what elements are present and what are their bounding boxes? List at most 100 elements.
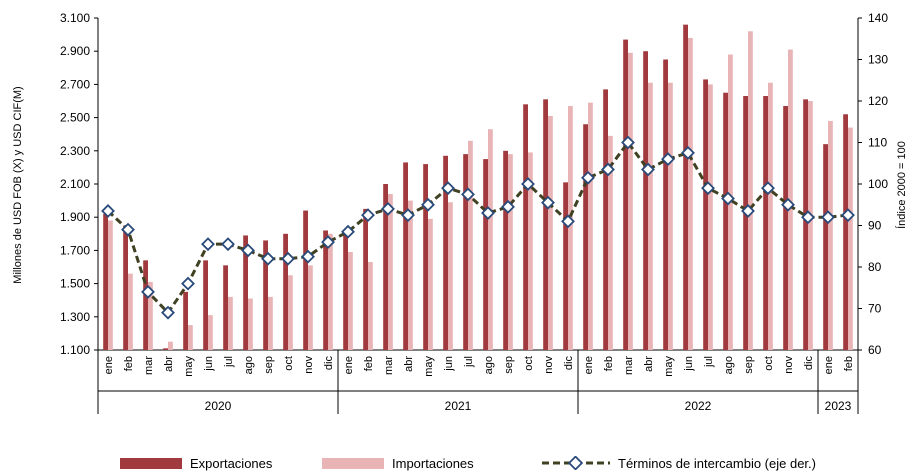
point-terminos-intercambio	[581, 170, 595, 185]
x-tick-label: sep	[503, 356, 515, 374]
point-terminos-intercambio	[521, 177, 535, 191]
bar-exportaciones	[563, 182, 568, 350]
point-terminos-intercambio	[741, 204, 755, 218]
bar-importaciones	[468, 140, 473, 350]
point-terminos-intercambio	[681, 145, 695, 160]
bar-exportaciones	[163, 348, 168, 350]
point-terminos-intercambio	[341, 224, 355, 239]
y-tick-label-left: 2.300	[60, 144, 90, 158]
point-terminos-intercambio	[761, 181, 775, 196]
bar-importaciones	[608, 135, 613, 350]
bar-importaciones	[568, 105, 573, 350]
point-terminos-intercambio	[421, 197, 435, 212]
bar-importaciones	[708, 84, 713, 351]
bar-exportaciones	[583, 124, 588, 351]
bar-exportaciones	[303, 210, 308, 350]
y-tick-label-left: 1.900	[60, 210, 90, 224]
bar-exportaciones	[723, 92, 728, 350]
bar-importaciones	[448, 202, 453, 350]
x-tick-label: feb	[603, 356, 615, 371]
labels-layer: 1.100 1.300 1.500 1.700 1.900 2.100 2.300 2.500…	[60, 11, 888, 413]
y-tick-label-right: 70	[868, 302, 882, 316]
bar-importaciones	[828, 120, 833, 350]
bar-exportaciones	[403, 162, 408, 350]
bar-importaciones	[848, 127, 853, 350]
x-tick-label: ago	[483, 356, 495, 374]
point-terminos-intercambio	[221, 237, 235, 252]
point-terminos-intercambio	[261, 251, 275, 266]
point-terminos-intercambio	[721, 191, 735, 206]
bar-exportaciones	[323, 230, 328, 350]
bar-exportaciones	[543, 99, 548, 350]
legend-label-importaciones: Importaciones	[392, 455, 474, 471]
x-tick-label: ago	[723, 356, 735, 374]
x-tick-label: feb	[363, 356, 375, 371]
x-tick-label: nov	[783, 356, 795, 374]
y-axis-right-label: Índice 2000 = 100	[895, 141, 908, 229]
point-terminos-intercambio	[241, 243, 255, 258]
x-tick-label: oct	[283, 356, 295, 371]
legend-swatch-exportaciones	[120, 457, 182, 469]
bar-exportaciones	[503, 150, 508, 350]
x-tick-label: may	[183, 356, 195, 377]
point-terminos-intercambio	[281, 251, 295, 266]
x-tick-label: ago	[243, 356, 255, 374]
y-tick-label-left: 2.900	[60, 44, 90, 58]
line-terminos-intercambio	[106, 139, 849, 316]
bar-exportaciones	[703, 79, 708, 351]
bar-importaciones	[488, 129, 493, 350]
x-tick-label: may	[663, 356, 675, 377]
y-tick-label-right: 130	[868, 53, 888, 67]
y-tick-label-right: 90	[868, 219, 882, 233]
legend-label-exportaciones: Exportaciones	[190, 455, 273, 471]
point-terminos-intercambio	[121, 222, 135, 237]
bar-importaciones	[508, 154, 513, 350]
bar-importaciones	[228, 296, 233, 350]
bar-importaciones	[188, 325, 193, 350]
year-label: 2020	[205, 399, 232, 413]
bar-exportaciones	[243, 235, 248, 350]
y-axis-left-label: Millones de USD FOB (X) y USD CIF(M)	[12, 86, 24, 283]
point-terminos-intercambio	[321, 235, 335, 250]
point-terminos-intercambio	[201, 237, 215, 252]
bar-exportaciones	[383, 184, 388, 350]
y-tick-label-left: 2.500	[60, 111, 90, 125]
y-tick-label-left: 1.500	[60, 277, 90, 291]
y-tick-label-left: 2.700	[60, 77, 90, 91]
bar-importaciones	[348, 252, 353, 350]
bar-importaciones	[208, 315, 213, 350]
x-tick-label: ene	[583, 356, 595, 374]
bar-importaciones	[108, 220, 113, 350]
bar-exportaciones	[223, 265, 228, 350]
bar-importaciones	[288, 275, 293, 350]
line-layer	[101, 135, 855, 320]
legend-swatch-terminos-icon	[542, 456, 610, 470]
bar-exportaciones	[263, 240, 268, 350]
bar-importaciones	[688, 37, 693, 351]
bar-exportaciones	[463, 154, 468, 350]
bar-exportaciones	[343, 233, 348, 350]
y-tick-label-left: 1.100	[60, 343, 90, 357]
bar-importaciones	[268, 296, 273, 350]
legend-label-terminos: Términos de intercambio (eje der.)	[618, 455, 816, 471]
bar-importaciones	[748, 31, 753, 351]
bar-importaciones	[628, 52, 633, 351]
x-tick-label: dic	[323, 356, 335, 371]
y-tick-label-right: 60	[868, 343, 882, 357]
x-tick-label: nov	[303, 356, 315, 374]
x-tick-label: dic	[563, 356, 575, 371]
x-tick-label: mar	[623, 356, 635, 375]
bar-exportaciones	[523, 104, 528, 350]
point-terminos-intercambio	[821, 210, 835, 225]
legend: Exportaciones Importaciones Términos de …	[0, 452, 917, 474]
x-tick-label: jun	[203, 356, 215, 372]
bar-exportaciones	[743, 96, 748, 351]
x-tick-label: feb	[123, 356, 135, 371]
y-tick-label-left: 1.300	[60, 310, 90, 324]
x-tick-label: jul	[463, 356, 475, 368]
x-tick-label: abr	[643, 356, 655, 372]
x-tick-label: ene	[343, 356, 355, 374]
point-terminos-intercambio	[161, 305, 175, 320]
bar-exportaciones	[603, 89, 608, 350]
